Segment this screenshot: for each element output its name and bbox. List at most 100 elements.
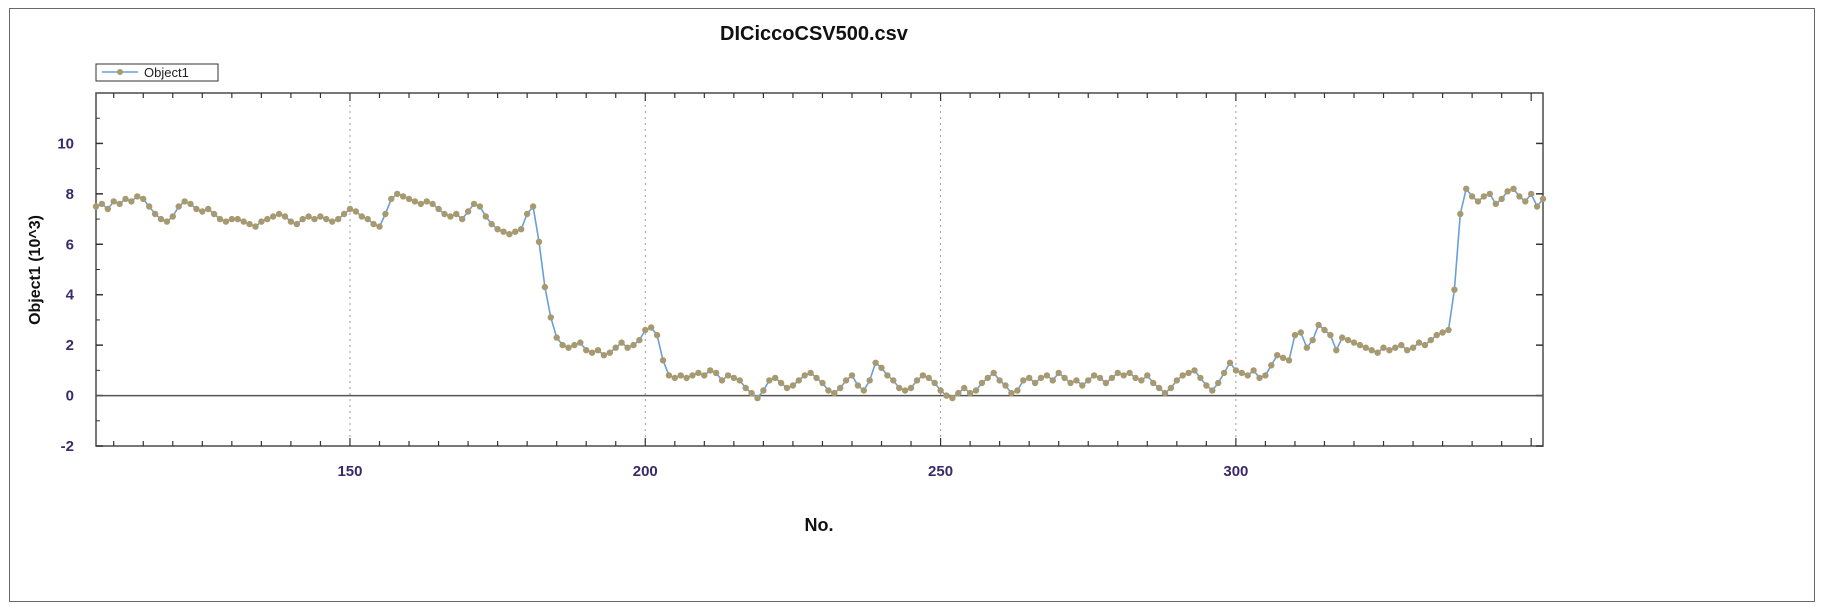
- data-point: [1309, 336, 1316, 344]
- data-point: [128, 198, 135, 205]
- data-point: [783, 384, 791, 392]
- data-point: [1215, 379, 1222, 387]
- data-point: [1504, 188, 1511, 195]
- data-point: [842, 377, 850, 384]
- data-point: [1232, 367, 1240, 374]
- data-point: [1480, 193, 1488, 200]
- y-tick-label-6: 6: [66, 236, 74, 253]
- data-point: [1539, 195, 1547, 203]
- data-point: [210, 210, 218, 218]
- data-point: [1185, 369, 1192, 377]
- data-point: [411, 198, 419, 205]
- data-point: [1350, 339, 1358, 346]
- data-point: [736, 377, 743, 384]
- data-point: [435, 205, 442, 213]
- data-point: [405, 195, 413, 203]
- data-point: [724, 372, 732, 379]
- data-point: [1268, 362, 1275, 369]
- data-point: [252, 223, 259, 230]
- data-point: [600, 352, 608, 359]
- data-point: [1327, 331, 1334, 339]
- data-point: [1339, 334, 1346, 341]
- data-point: [470, 200, 478, 208]
- data-point: [476, 203, 484, 210]
- data-point: [1321, 326, 1328, 334]
- data-point: [896, 384, 903, 392]
- data-point: [1244, 372, 1251, 379]
- data-point: [157, 215, 165, 223]
- data-point: [1049, 377, 1057, 384]
- data-point: [588, 349, 596, 356]
- y-tick-labels: -2 0 2 4 6 8 10: [57, 135, 74, 455]
- chart-title: DICiccoCSV500.csv: [720, 23, 909, 45]
- data-point: [689, 372, 696, 379]
- data-point: [1474, 198, 1482, 205]
- data-point: [151, 210, 159, 218]
- data-point: [837, 384, 844, 392]
- data-point: [777, 379, 785, 387]
- data-point: [423, 198, 430, 205]
- data-point: [671, 374, 678, 382]
- data-point: [931, 379, 938, 387]
- data-point: [1392, 344, 1399, 351]
- data-point: [907, 384, 915, 392]
- data-point: [1486, 190, 1494, 198]
- data-point: [1073, 377, 1080, 384]
- data-point: [1226, 359, 1234, 366]
- data-point: [535, 238, 543, 245]
- data-point: [1020, 377, 1027, 384]
- data-point: [1055, 369, 1062, 377]
- data-point: [1262, 372, 1269, 379]
- x-tick-labels: 150 200 250 300: [337, 463, 1248, 480]
- data-point: [376, 223, 383, 230]
- data-point: [1315, 321, 1322, 329]
- data-point: [1368, 347, 1375, 354]
- data-point: [1138, 377, 1145, 384]
- data-point: [624, 344, 631, 351]
- data-point: [299, 215, 306, 223]
- data-point: [695, 369, 702, 377]
- data-point: [352, 208, 360, 215]
- data-point: [1445, 326, 1452, 334]
- data-point: [1274, 352, 1281, 359]
- data-point: [1279, 354, 1287, 361]
- data-point: [642, 326, 649, 334]
- data-point: [972, 387, 980, 394]
- data-point: [1043, 372, 1051, 379]
- data-point: [163, 218, 171, 225]
- data-point: [1238, 369, 1246, 377]
- data-point: [742, 384, 749, 392]
- data-point: [1285, 357, 1293, 364]
- data-point: [1031, 379, 1039, 387]
- data-point: [1404, 347, 1411, 354]
- data-point: [1457, 210, 1464, 218]
- y-tick-label-10: 10: [57, 135, 74, 152]
- data-point: [807, 369, 814, 377]
- data-point: [1433, 331, 1440, 339]
- data-point: [949, 394, 956, 402]
- data-point: [1522, 198, 1529, 205]
- data-point: [1409, 344, 1417, 351]
- chart-frame: DICiccoCSV500.csv Object1 150 200 250 300 -…: [9, 8, 1815, 602]
- y-tick-label-4: 4: [66, 287, 75, 304]
- data-point: [577, 339, 584, 346]
- data-point: [1002, 382, 1009, 389]
- data-point: [1120, 372, 1127, 379]
- data-point: [730, 374, 738, 382]
- legend-box: [95, 63, 219, 82]
- y-tick-label--2: -2: [61, 438, 74, 455]
- data-point: [606, 349, 613, 356]
- data-point: [1150, 379, 1157, 387]
- data-point: [1386, 347, 1393, 354]
- data-point: [831, 389, 838, 397]
- data-point: [1179, 372, 1186, 379]
- data-point: [293, 220, 300, 228]
- x-tick-label-250: 250: [928, 463, 953, 480]
- data-point: [1510, 185, 1517, 192]
- data-point: [1161, 389, 1169, 397]
- data-point: [394, 190, 401, 198]
- data-point: [1155, 384, 1163, 392]
- data-point: [648, 324, 655, 331]
- y-tick-label-8: 8: [66, 186, 74, 203]
- data-point: [193, 205, 200, 213]
